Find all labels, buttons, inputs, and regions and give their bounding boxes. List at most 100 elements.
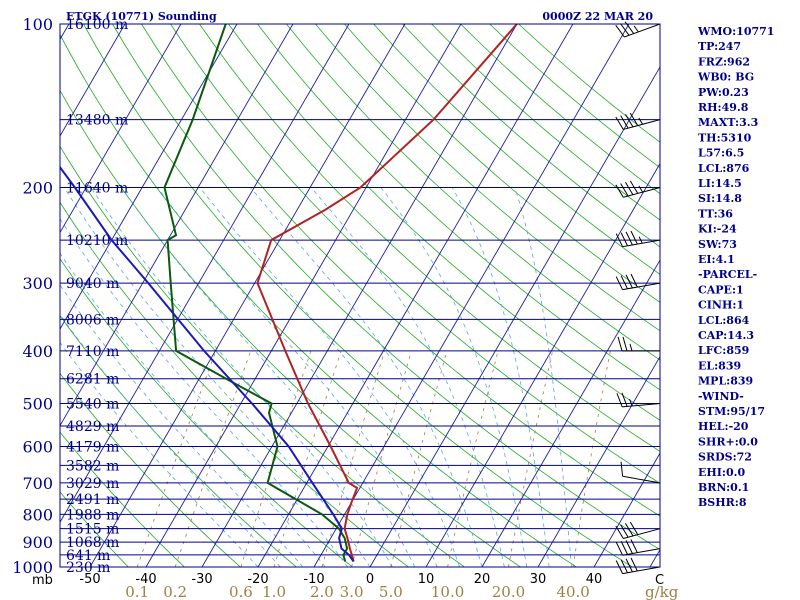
wind-barb-staff xyxy=(622,239,661,248)
height-label: 7110 m xyxy=(66,344,119,360)
isotherm-line xyxy=(0,24,13,567)
wind-barb xyxy=(615,539,661,556)
pressure-tick-label: 600 xyxy=(22,438,53,457)
index-line: LI:14.5 xyxy=(698,177,742,190)
index-line: EHI:0.0 xyxy=(698,466,745,479)
index-line: WB0: BG xyxy=(697,71,754,84)
isotherm-line xyxy=(369,66,660,567)
index-line: LFC:859 xyxy=(698,344,749,357)
chart-title: ETGK (10771) Sounding xyxy=(66,10,217,23)
index-line: TH:5310 xyxy=(698,131,752,144)
index-line: SRDS:72 xyxy=(698,451,752,464)
isobar-grid xyxy=(60,23,660,568)
isotherm-line xyxy=(537,355,660,567)
dry-adiabat-line xyxy=(489,24,660,169)
wind-barb xyxy=(615,21,661,38)
height-labels: 16100 m 13480 m 11640 m 10210 m 9040 m 8006 m… xyxy=(66,17,128,576)
wind-barb-half-feather xyxy=(629,399,633,407)
wind-barb-staff xyxy=(622,475,661,484)
wind-barb xyxy=(615,112,661,130)
wind-barb-half-feather xyxy=(633,25,639,33)
index-line: SHR+:0.0 xyxy=(698,435,758,448)
index-line: BRN:0.1 xyxy=(698,481,749,494)
index-line: PW:0.23 xyxy=(698,86,749,99)
index-line: TP:247 xyxy=(698,40,741,53)
wind-barb-feather xyxy=(615,233,624,247)
isotherm-line xyxy=(60,24,126,137)
mixing-ratio-tick-label: 2.0 xyxy=(310,583,334,600)
wind-barb xyxy=(615,521,661,539)
temperature-tick-label: 20 xyxy=(474,572,491,587)
height-label: 641 m xyxy=(66,548,110,564)
wind-barb-feather xyxy=(625,114,634,128)
height-label: 3029 m xyxy=(66,476,119,492)
wind-barb-feather xyxy=(622,336,628,352)
mixing-ratio-tick-label: 5.0 xyxy=(379,583,403,600)
wind-barb-half-feather xyxy=(638,117,644,125)
index-line: -WIND- xyxy=(698,390,744,403)
isotherm-line xyxy=(145,24,462,567)
wind-barb xyxy=(615,230,661,248)
wind-barb-feather xyxy=(615,24,625,38)
wind-barb-feather xyxy=(616,393,623,408)
height-label: 6281 m xyxy=(66,372,119,388)
height-label: 11640 m xyxy=(66,180,128,196)
index-line: FRZ:962 xyxy=(698,55,750,68)
isotherm-line xyxy=(60,24,350,524)
mixing-ratio-tick-label: 0.6 xyxy=(229,583,253,600)
wind-barb-staff xyxy=(622,548,661,556)
wind-barb-staff xyxy=(622,282,661,291)
wind-barb-feather xyxy=(615,184,624,198)
pressure-tick-label: 100 xyxy=(22,15,53,34)
height-label: 5540 m xyxy=(66,397,119,413)
index-line: -PARCEL- xyxy=(698,268,757,281)
wind-barb-half-feather xyxy=(638,185,644,193)
wind-barb-feather xyxy=(630,230,638,245)
wind-barb-feather xyxy=(620,524,629,538)
temperature-tick-label: -10 xyxy=(303,572,324,587)
wind-barb-feather xyxy=(625,181,634,195)
wind-barb-feather xyxy=(620,461,624,477)
wind-barb xyxy=(616,392,661,408)
pressure-tick-label: 200 xyxy=(22,178,53,197)
wind-barb-feather xyxy=(629,112,639,126)
temperature-tick-label: 10 xyxy=(418,572,435,587)
wind-barb xyxy=(620,461,661,484)
index-line: WMO:10771 xyxy=(697,25,774,38)
mixing-ratio-tick-label: 20.0 xyxy=(492,583,525,600)
isotherm-line xyxy=(481,259,660,567)
index-line: STM:95/17 xyxy=(698,405,765,418)
index-line: TT:36 xyxy=(698,207,733,220)
moist-adiabat-line xyxy=(60,218,348,567)
wind-barb-feather xyxy=(615,541,624,556)
wind-barb-feather xyxy=(620,183,629,197)
mixing-ratio-line xyxy=(240,350,312,567)
wind-barb-staff xyxy=(622,403,661,408)
index-line: CAP:14.3 xyxy=(698,329,754,342)
temperature-tick-label: 0 xyxy=(366,572,374,587)
height-label: 1068 m xyxy=(66,535,119,551)
wind-barb-feather xyxy=(630,557,638,572)
wind-barb-feather xyxy=(615,116,624,130)
wind-barb-feather xyxy=(620,232,628,247)
pressure-tick-label: 800 xyxy=(22,505,53,524)
height-label: 10210 m xyxy=(66,233,128,249)
height-label: 4829 m xyxy=(66,419,119,435)
wind-barb-feather xyxy=(625,231,633,246)
sounding-profiles xyxy=(60,24,518,563)
wind-barb-feather xyxy=(620,275,628,290)
isotherm-line xyxy=(89,24,406,567)
height-label: 1515 m xyxy=(66,522,119,538)
index-line: LCL:876 xyxy=(698,162,750,175)
isotherm-line xyxy=(257,24,574,567)
isotherm-line xyxy=(425,162,660,567)
height-label: 8006 m xyxy=(66,312,119,328)
isotherm-line xyxy=(60,24,294,427)
dry-adiabat-line xyxy=(60,201,409,567)
moist-adiabat-line xyxy=(250,187,483,567)
wind-barb-feather xyxy=(615,525,624,539)
temperature-tick-label: -50 xyxy=(79,572,100,587)
wind-barb-staff xyxy=(624,23,661,38)
temperature-tick-label: 30 xyxy=(530,572,547,587)
wind-barb-feather xyxy=(620,559,628,573)
